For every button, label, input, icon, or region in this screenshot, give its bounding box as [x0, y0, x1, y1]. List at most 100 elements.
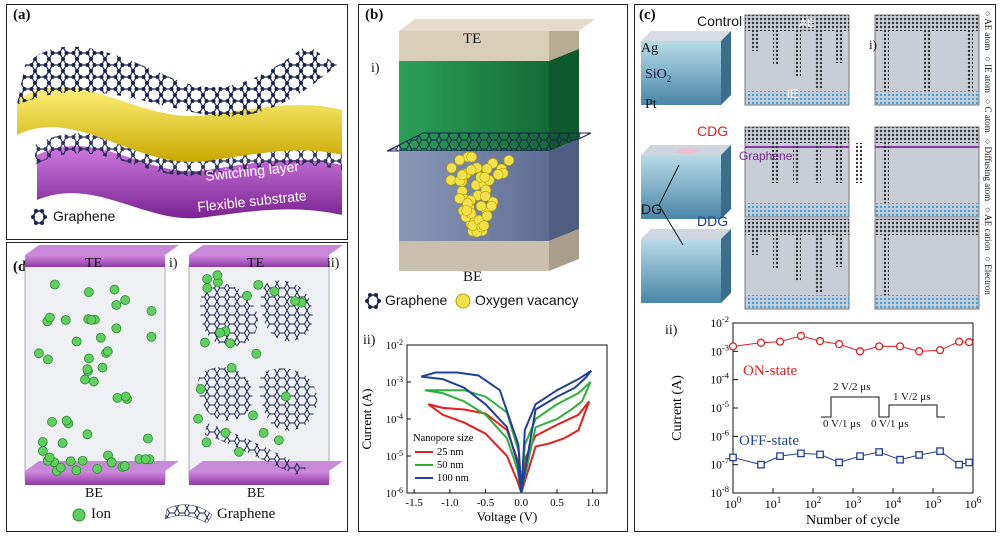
be-label: BE — [463, 269, 483, 285]
bottom-electrode — [399, 241, 549, 271]
x-axis-label: Voltage (V) — [477, 509, 538, 524]
on-state-point — [914, 347, 924, 356]
x-tick-label: 101 — [765, 495, 782, 511]
panel-c: (c) Control Ag SiO2 Pt AE — [634, 4, 996, 532]
cdg-cube — [641, 145, 731, 219]
y-tick-label: 10-4 — [386, 412, 403, 426]
off-state-point — [797, 449, 805, 458]
iv-chart: -1.5 -1.0 -0.5 0.0 0.5 1.0 10-6 10-5 10-4 10-3 10-… — [359, 338, 608, 524]
y-tick-label: 10-7 — [710, 456, 729, 472]
y-tick-label: 10-2 — [386, 338, 403, 352]
side-legend-item: ○ C atom — [983, 98, 993, 133]
ion-graphene-devices — [24, 245, 343, 524]
device-ii-be-label: BE — [247, 486, 265, 501]
legend-entry: 25 nm — [437, 447, 464, 458]
cdg-label: CDG — [697, 123, 729, 139]
off-state-point — [776, 452, 784, 460]
panel-d: (d) — [6, 242, 348, 532]
bottom-graphene-layer — [35, 133, 342, 177]
pulse-on-a-label: 2 V/2 μs — [833, 381, 871, 393]
device-ii-te-label: TE — [247, 256, 265, 271]
simulation-grid — [641, 14, 980, 310]
panel-b-legend-icons — [365, 293, 471, 309]
off-state-point — [816, 450, 824, 459]
panel-b-sub-ii: ii) — [363, 333, 376, 348]
off-state-point — [856, 452, 864, 460]
x-tick-label: 106 — [965, 495, 982, 511]
side-legend-item: ○ AE cation — [983, 207, 993, 251]
oxygen-vacancy-legend-icon — [455, 293, 471, 309]
ddg-cube — [641, 229, 731, 303]
graphene-legend-label: Graphene — [385, 292, 448, 308]
pulse-off-a-label: 0 V/1 μs — [823, 418, 861, 430]
x-tick-label: -1.5 — [405, 497, 423, 509]
panel-c-label: (c) — [639, 7, 656, 23]
side-legend-item: ○ IE atom — [983, 56, 993, 93]
x-tick-label: -0.5 — [477, 497, 495, 509]
x-tick-label: -1.0 — [441, 497, 459, 509]
side-legend-item: ○ Diffusing atom — [983, 138, 993, 202]
off-state-label: OFF-state — [739, 433, 799, 449]
simulation-box — [744, 126, 863, 218]
on-state-point — [834, 339, 844, 349]
te-label: TE — [463, 31, 482, 47]
pulse-off-b-label: 0 V/1 μs — [871, 418, 909, 430]
sio2-text: SiO — [645, 67, 667, 82]
ag-label: Ag — [641, 41, 659, 56]
on-state-label: ON-state — [743, 363, 798, 379]
x-tick-label: 0.0 — [514, 497, 528, 509]
x-tick-label: 100 — [725, 495, 742, 511]
off-state-point — [835, 458, 843, 467]
pulse-waveform — [821, 396, 945, 418]
simulation-box — [874, 218, 980, 310]
x-axis-label: Number of cycle — [806, 513, 900, 528]
pulse-on-b-label: 1 V/2 μs — [893, 391, 931, 403]
panel-c-sub-ii: ii) — [665, 323, 678, 338]
on-state-point — [728, 342, 738, 351]
y-tick-label: 10-3 — [710, 342, 729, 358]
device-i — [24, 245, 179, 485]
y-axis-label: Current (A) — [359, 388, 374, 449]
side-legend-item: ○ AE atom — [983, 11, 993, 51]
control-cube — [641, 31, 731, 105]
off-state-point — [965, 458, 973, 467]
on-state-point — [895, 342, 905, 351]
endurance-series-line — [732, 450, 970, 466]
off-state-point — [896, 455, 904, 464]
ddg-label: DDG — [697, 213, 729, 229]
device-i-te-label: TE — [85, 256, 103, 271]
oxygen-vacancy-legend-label: Oxygen vacancy — [475, 292, 579, 308]
iv-series-line — [421, 370, 593, 494]
simulation-box — [744, 218, 850, 310]
iv-series-line — [427, 400, 591, 494]
ie-label: IE — [787, 87, 799, 101]
control-label: Control — [697, 13, 743, 29]
legend-entry: 50 nm — [437, 460, 464, 471]
y-tick-label: 10-3 — [386, 375, 403, 389]
on-state-point — [874, 342, 884, 351]
graphene-label: Graphene — [739, 149, 793, 163]
on-state-point — [954, 337, 964, 346]
x-tick-label: 1.0 — [586, 497, 600, 509]
endurance-series-line — [732, 335, 970, 352]
panel-c-sub-i: i) — [869, 37, 877, 52]
flexible-graphene-illustration — [17, 45, 342, 225]
device-ii-sublabel: ii) — [327, 256, 340, 271]
graphene-legend-label: Graphene — [217, 506, 276, 522]
ion-legend-label: Ion — [91, 506, 111, 522]
off-state-point — [729, 453, 737, 462]
on-state-point — [775, 337, 785, 346]
graphene-legend-icon — [31, 209, 47, 225]
panel-b: (b) i) TE BE Graphene Oxygen vacancy — [358, 4, 628, 532]
oxygen-vacancy-filament — [445, 151, 515, 238]
x-tick-label: 0.5 — [550, 497, 564, 509]
graphene-legend-icon — [365, 293, 381, 309]
y-axis-label: Current (A) — [670, 375, 685, 441]
graphene-legend-label: Graphene — [53, 208, 116, 224]
side-legend: ○ AE atom ○ IE atom ○ C atom ○ Diffusing at… — [977, 11, 995, 311]
off-state-point — [955, 460, 963, 469]
switching-layer — [17, 86, 342, 163]
top-graphene-layer — [17, 45, 337, 117]
endurance-chart: 100 101 102 103 104 105 10610-810-710-610-510-… — [670, 314, 982, 528]
legend-title: Nanopore size — [413, 433, 474, 444]
